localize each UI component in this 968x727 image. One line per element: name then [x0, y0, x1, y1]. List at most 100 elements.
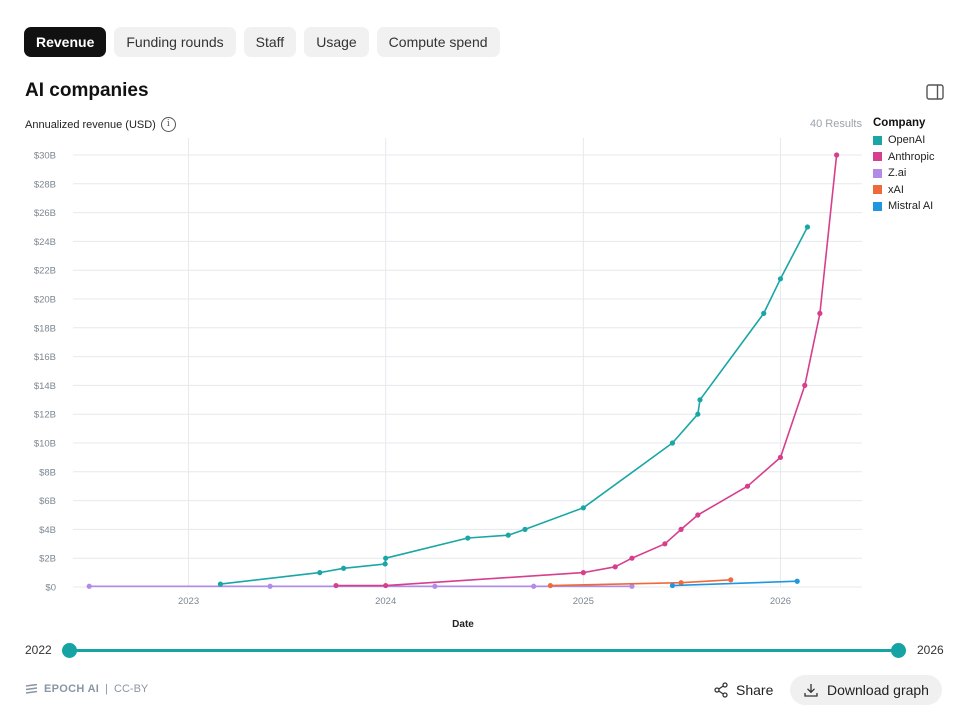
data-point-xai [547, 582, 553, 589]
page-title: AI companies [25, 80, 149, 101]
data-point-openai [777, 276, 784, 282]
y-tick-label: $0 [45, 583, 56, 594]
x-tick-label: 2026 [770, 596, 791, 607]
y-tick-label: $24B [34, 237, 56, 248]
sidebar-panel-icon[interactable] [926, 84, 944, 100]
legend-swatch [873, 168, 882, 178]
legend-label: Anthropic [888, 150, 935, 163]
y-tick-label: $20B [34, 295, 56, 306]
info-icon[interactable]: i [160, 117, 176, 132]
legend-label: Z.ai [888, 167, 907, 180]
y-tick-label: $14B [34, 381, 56, 392]
data-point-anthropic [802, 382, 808, 388]
x-tick-label: 2023 [178, 596, 199, 607]
series-line-anthropic [336, 154, 838, 587]
data-point-anthropic [695, 512, 701, 518]
download-graph-button[interactable]: Download graph [790, 675, 942, 705]
data-point-mistral-ai [669, 582, 676, 589]
data-point-openai [697, 397, 703, 403]
legend-item-xai[interactable]: xAI [873, 182, 934, 199]
series-line-openai [220, 226, 809, 585]
separator: | [105, 683, 109, 695]
x-axis-title: Date [452, 619, 474, 630]
range-start-label: 2022 [25, 643, 52, 657]
tab-revenue[interactable]: Revenue [24, 27, 107, 57]
y-tick-label: $6B [39, 496, 56, 507]
y-tick-label: $16B [34, 352, 56, 363]
legend-label: xAI [888, 183, 904, 196]
revenue-chart: $0 $2B $4B $6B $8B $10B $12B $14B $16B $18B $20B $2… [34, 138, 862, 630]
data-point-z-ai [432, 583, 438, 589]
data-point-openai [340, 565, 347, 571]
legend: Company OpenAI Anthropic Z.ai xAI Mistra… [873, 117, 934, 215]
legend-swatch [873, 201, 882, 211]
data-point-openai [669, 440, 676, 446]
data-point-anthropic [678, 526, 684, 533]
data-point-openai [382, 561, 388, 567]
data-point-openai [695, 411, 701, 417]
legend-swatch [873, 135, 882, 145]
data-point-z-ai [86, 583, 92, 589]
range-end-label: 2026 [917, 643, 944, 657]
data-point-anthropic [333, 582, 339, 589]
y-tick-label: $26B [34, 208, 56, 219]
data-point-anthropic [662, 541, 668, 547]
y-tick-label: $28B [34, 179, 56, 190]
share-label: Share [736, 682, 774, 698]
license: CC-BY [114, 683, 149, 695]
y-axis-title: Annualized revenue (USD) i [25, 117, 176, 132]
tab-bar: Revenue Funding rounds Staff Usage Compu… [24, 27, 500, 57]
legend-item-openai[interactable]: OpenAI [873, 132, 934, 149]
series-line-mistral-ai [672, 580, 798, 587]
legend-item-zai[interactable]: Z.ai [873, 165, 934, 182]
x-tick-label: 2024 [375, 596, 396, 607]
y-tick-label: $8B [39, 467, 56, 478]
data-point-anthropic [817, 310, 823, 316]
legend-label: Mistral AI [888, 200, 934, 213]
range-start-handle[interactable] [62, 643, 77, 658]
data-point-openai [383, 555, 389, 561]
data-point-anthropic [629, 555, 635, 561]
legend-label: OpenAI [888, 134, 926, 147]
y-tick-label: $4B [39, 525, 56, 536]
data-point-anthropic [383, 582, 389, 589]
share-button[interactable]: Share [713, 679, 773, 701]
data-point-openai [761, 310, 767, 316]
tab-usage[interactable]: Usage [304, 27, 369, 57]
epoch-logo-icon [25, 683, 38, 694]
share-icon [714, 682, 728, 698]
download-label: Download graph [827, 682, 929, 698]
y-tick-label: $30B [34, 151, 56, 162]
download-icon [804, 684, 818, 697]
data-point-openai [217, 581, 224, 587]
tab-staff[interactable]: Staff [243, 27, 297, 57]
data-point-anthropic [777, 454, 784, 460]
data-point-openai [465, 535, 471, 541]
legend-swatch [873, 185, 882, 195]
legend-item-anthropic[interactable]: Anthropic [873, 149, 934, 166]
results-count: 40 Results [810, 118, 862, 130]
tab-funding-rounds[interactable]: Funding rounds [114, 27, 236, 57]
data-point-anthropic [612, 564, 618, 570]
x-tick-label: 2025 [573, 596, 594, 607]
tab-compute-spend[interactable]: Compute spend [376, 27, 500, 57]
date-range-slider: 2022 2026 [0, 636, 968, 666]
range-end-handle[interactable] [891, 643, 906, 658]
data-point-anthropic [834, 152, 840, 158]
y-tick-label: $22B [34, 266, 56, 277]
data-point-openai [580, 505, 586, 511]
data-point-anthropic [744, 483, 751, 489]
range-track[interactable] [70, 649, 899, 652]
y-axis-title-text: Annualized revenue (USD) [25, 118, 156, 131]
data-point-openai [522, 526, 528, 533]
data-point-z-ai [267, 583, 273, 589]
data-point-z-ai [531, 583, 537, 589]
y-tick-label: $2B [39, 554, 56, 565]
attribution: EPOCH AI | CC-BY [25, 683, 148, 695]
y-tick-label: $12B [34, 410, 56, 421]
y-tick-label: $18B [34, 323, 56, 334]
legend-swatch [873, 152, 882, 162]
y-tick-label: $10B [34, 439, 56, 450]
legend-item-mistral-ai[interactable]: Mistral AI [873, 198, 934, 215]
data-point-anthropic [580, 570, 586, 576]
